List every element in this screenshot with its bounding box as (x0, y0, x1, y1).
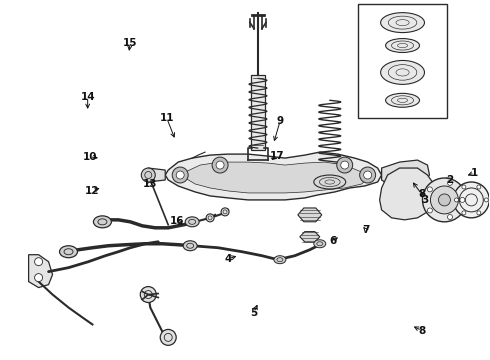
Circle shape (140, 287, 156, 302)
Polygon shape (183, 162, 368, 193)
Circle shape (212, 157, 228, 173)
Text: 16: 16 (170, 216, 184, 226)
Polygon shape (298, 208, 322, 222)
Text: 6: 6 (329, 236, 337, 246)
Circle shape (454, 198, 458, 202)
Circle shape (216, 161, 224, 169)
Circle shape (422, 178, 466, 222)
Text: 15: 15 (123, 38, 137, 48)
Circle shape (35, 258, 43, 266)
Ellipse shape (314, 175, 346, 189)
Text: 13: 13 (143, 179, 157, 189)
Circle shape (462, 211, 466, 215)
Text: 3: 3 (421, 195, 428, 205)
Polygon shape (28, 255, 52, 288)
Circle shape (337, 157, 353, 173)
Ellipse shape (274, 256, 286, 264)
Circle shape (35, 274, 43, 282)
Ellipse shape (94, 216, 111, 228)
Circle shape (360, 167, 376, 183)
Ellipse shape (185, 217, 199, 227)
Text: 12: 12 (85, 186, 100, 196)
Text: 11: 11 (160, 113, 174, 123)
Circle shape (460, 197, 465, 202)
Polygon shape (300, 231, 320, 242)
Circle shape (453, 182, 490, 218)
Text: 10: 10 (82, 152, 97, 162)
Circle shape (462, 185, 466, 189)
Text: 7: 7 (363, 225, 370, 235)
Polygon shape (380, 168, 435, 220)
Text: 8: 8 (418, 189, 425, 199)
Circle shape (477, 185, 481, 189)
Polygon shape (142, 168, 165, 182)
Circle shape (477, 211, 481, 215)
Bar (358, 4, 447, 118)
Text: 4: 4 (224, 254, 232, 264)
Polygon shape (165, 152, 382, 200)
Circle shape (439, 194, 450, 206)
Ellipse shape (141, 168, 155, 182)
Circle shape (431, 186, 458, 214)
Ellipse shape (59, 246, 77, 258)
Circle shape (364, 171, 371, 179)
Ellipse shape (386, 93, 419, 107)
Circle shape (447, 215, 452, 220)
Circle shape (484, 198, 489, 202)
Ellipse shape (381, 60, 424, 84)
Circle shape (447, 180, 452, 185)
Ellipse shape (314, 240, 326, 248)
Text: 17: 17 (270, 150, 284, 161)
Polygon shape (382, 160, 429, 186)
Text: 2: 2 (446, 175, 454, 185)
Circle shape (206, 214, 214, 222)
Text: 9: 9 (277, 116, 284, 126)
Circle shape (176, 171, 184, 179)
Ellipse shape (386, 39, 419, 53)
Text: 1: 1 (471, 168, 478, 178)
Text: 8: 8 (418, 325, 425, 336)
Circle shape (160, 329, 176, 345)
Circle shape (221, 208, 229, 216)
Circle shape (427, 187, 432, 192)
Text: 14: 14 (80, 92, 95, 102)
Ellipse shape (183, 241, 197, 251)
Bar (251, 75, 265, 150)
Ellipse shape (381, 13, 424, 32)
Circle shape (341, 161, 349, 169)
Circle shape (172, 167, 188, 183)
Circle shape (427, 208, 432, 213)
Text: 5: 5 (250, 308, 257, 318)
